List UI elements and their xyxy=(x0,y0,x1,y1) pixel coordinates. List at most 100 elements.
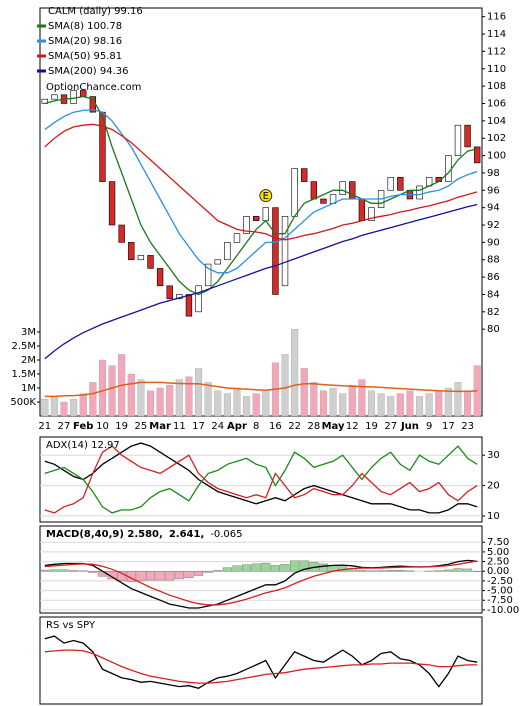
legend-label: SMA(8) 100.78 xyxy=(48,21,122,32)
candle xyxy=(464,124,471,148)
volume-bar xyxy=(252,393,260,417)
volume-bar xyxy=(243,396,251,417)
histogram-bar xyxy=(463,568,473,572)
y-tick-label: 100 xyxy=(487,151,506,162)
candle xyxy=(156,268,164,287)
volume-bar xyxy=(175,379,183,417)
volume-bar xyxy=(137,379,145,417)
moving-average xyxy=(44,123,478,241)
y-tick-label: 108 xyxy=(487,81,506,92)
y-tick-label: 82 xyxy=(487,307,500,318)
histogram-bar xyxy=(251,563,261,572)
candle xyxy=(214,259,221,265)
volume-bar xyxy=(310,382,318,417)
volume-bar xyxy=(387,396,395,417)
candle xyxy=(243,216,250,235)
histogram-bar xyxy=(453,568,463,572)
volume-bar xyxy=(396,393,404,417)
volume-bar xyxy=(233,387,241,417)
histogram-bar xyxy=(88,571,98,573)
x-tick-label: 11 xyxy=(173,421,186,432)
volume-bar xyxy=(339,393,347,417)
candle xyxy=(224,242,231,261)
volume-bar xyxy=(300,368,308,417)
event-marker xyxy=(259,189,273,203)
histogram-bar xyxy=(318,563,328,572)
candle xyxy=(147,255,154,269)
histogram-bar xyxy=(434,570,444,572)
panel-frame xyxy=(39,436,483,523)
volume-bar xyxy=(377,393,385,417)
legend-label: MACD(8,40,9) 2.580, xyxy=(46,529,163,540)
indicator-line xyxy=(44,635,478,690)
x-tick-label: 23 xyxy=(461,421,474,432)
x-tick-label: Apr xyxy=(227,421,247,432)
candle xyxy=(118,224,125,243)
candle xyxy=(368,207,375,221)
candle xyxy=(195,285,202,313)
volume-bar xyxy=(416,396,424,417)
y-tick-label: 94 xyxy=(487,203,500,214)
y2-tick-label: 1M xyxy=(21,383,36,394)
candle xyxy=(387,176,394,191)
volume-bar xyxy=(166,385,174,417)
x-tick-label: 19 xyxy=(365,421,378,432)
indicator-line xyxy=(44,649,478,684)
volume-bar xyxy=(291,329,299,417)
candle xyxy=(262,207,269,221)
y2-tick-label: 1.5M xyxy=(11,369,36,380)
volume-bar xyxy=(262,390,270,417)
histogram-bar xyxy=(290,560,300,572)
histogram-bar xyxy=(270,565,280,572)
histogram-bar xyxy=(194,571,204,576)
candle xyxy=(320,198,327,204)
candle xyxy=(397,176,404,191)
indicator-line xyxy=(44,560,478,606)
x-tick-label: 22 xyxy=(288,421,301,432)
legend-label: ADX(14) 12.97 xyxy=(46,440,120,451)
y-tick-label: 30 xyxy=(487,450,500,461)
volume-bar xyxy=(435,390,443,417)
candle xyxy=(253,216,260,221)
y-tick-label: 84 xyxy=(487,289,500,300)
candle xyxy=(339,181,346,195)
candle xyxy=(445,155,452,182)
moving-average xyxy=(44,108,478,274)
x-tick-label: 8 xyxy=(253,421,259,432)
y-tick-label: 10 xyxy=(487,511,500,522)
y-tick-label: -7.50 xyxy=(487,595,513,606)
y-tick-label: -5.00 xyxy=(487,586,513,597)
panel-title: RS vs SPY xyxy=(46,620,96,631)
volume-bar xyxy=(214,390,222,417)
histogram-bar xyxy=(232,565,242,572)
y-tick-label: 90 xyxy=(487,237,500,248)
histogram-bar xyxy=(174,571,184,580)
x-tick-label: 27 xyxy=(58,421,71,432)
y-tick-label: 7.50 xyxy=(487,537,509,548)
histogram-bar xyxy=(213,570,223,572)
indicator-line xyxy=(44,442,478,514)
y-tick-label: 92 xyxy=(487,220,500,231)
y-tick-label: -10.00 xyxy=(487,605,519,616)
histogram-bar xyxy=(40,569,50,572)
candle xyxy=(51,94,58,100)
volume-bar xyxy=(156,387,164,417)
y-tick-label: -2.50 xyxy=(487,576,513,587)
candle xyxy=(128,242,135,261)
volume-bar xyxy=(406,390,414,417)
candle xyxy=(272,207,279,295)
x-tick-label: 21 xyxy=(38,421,51,432)
x-tick-label: 28 xyxy=(307,421,320,432)
histogram-bar xyxy=(136,571,146,582)
histogram-bar xyxy=(145,571,156,581)
y-tick-label: 5.00 xyxy=(487,547,509,558)
candle xyxy=(137,255,145,261)
volume-bar xyxy=(195,368,203,417)
y-tick-label: 88 xyxy=(487,255,500,266)
volume-bar xyxy=(60,401,68,417)
histogram-bar xyxy=(165,571,175,581)
volume-bar xyxy=(50,396,58,417)
y-tick-label: 106 xyxy=(487,98,506,109)
legend-label: 2.641, xyxy=(169,529,204,540)
